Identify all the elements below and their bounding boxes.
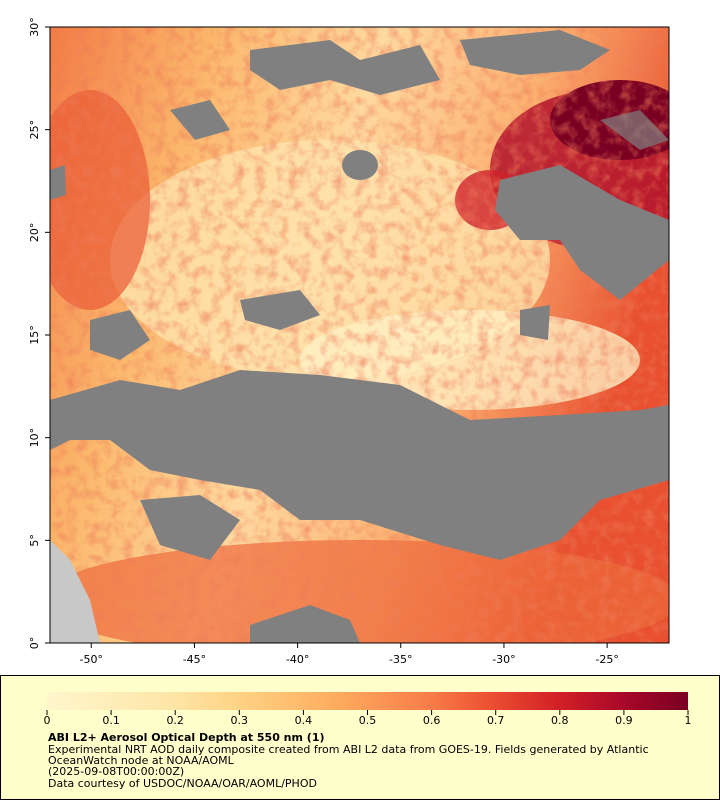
- caption-line: OceanWatch node at NOAA/AOML: [48, 754, 235, 767]
- colorbar-tick-label: 1: [685, 714, 692, 727]
- caption-line: Experimental NRT AOD daily composite cre…: [48, 743, 649, 756]
- y-tick-label: 5°: [28, 534, 41, 547]
- y-tick-label: 15°: [28, 325, 41, 345]
- caption-line: (2025-09-08T00:00:00Z): [48, 765, 184, 778]
- x-tick-label: -50°: [80, 653, 103, 666]
- y-tick-label: 20°: [28, 223, 41, 243]
- colorbar-tick-label: 0.2: [166, 714, 184, 727]
- colorbar-tick-label: 0: [44, 714, 51, 727]
- colorbar-tick-label: 0.1: [102, 714, 120, 727]
- y-tick-label: 0°: [28, 637, 41, 650]
- x-tick-label: -30°: [492, 653, 515, 666]
- y-tick-label: 30°: [28, 17, 41, 37]
- x-tick-label: -40°: [286, 653, 309, 666]
- caption-line: Data courtesy of USDOC/NOAA/OAR/AOML/PHO…: [48, 777, 317, 790]
- colorbar-tick-label: 0.8: [551, 714, 569, 727]
- y-tick-label: 10°: [28, 428, 41, 448]
- colorbar-tick-label: 0.6: [423, 714, 441, 727]
- colorbar: [47, 692, 688, 710]
- colorbar-tick-label: 0.9: [615, 714, 633, 727]
- caption-title: ABI L2+ Aerosol Optical Depth at 550 nm …: [48, 731, 325, 744]
- colorbar-tick-label: 0.5: [359, 714, 377, 727]
- x-tick-label: -35°: [389, 653, 412, 666]
- x-tick-label: -45°: [183, 653, 206, 666]
- x-tick-label: -25°: [595, 653, 618, 666]
- colorbar-tick-label: 0.7: [487, 714, 505, 727]
- y-tick-label: 25°: [28, 120, 41, 140]
- map-raster: [50, 27, 669, 643]
- land: [50, 540, 100, 643]
- colorbar-tick-label: 0.4: [295, 714, 313, 727]
- colorbar-tick-label: 0.3: [231, 714, 249, 727]
